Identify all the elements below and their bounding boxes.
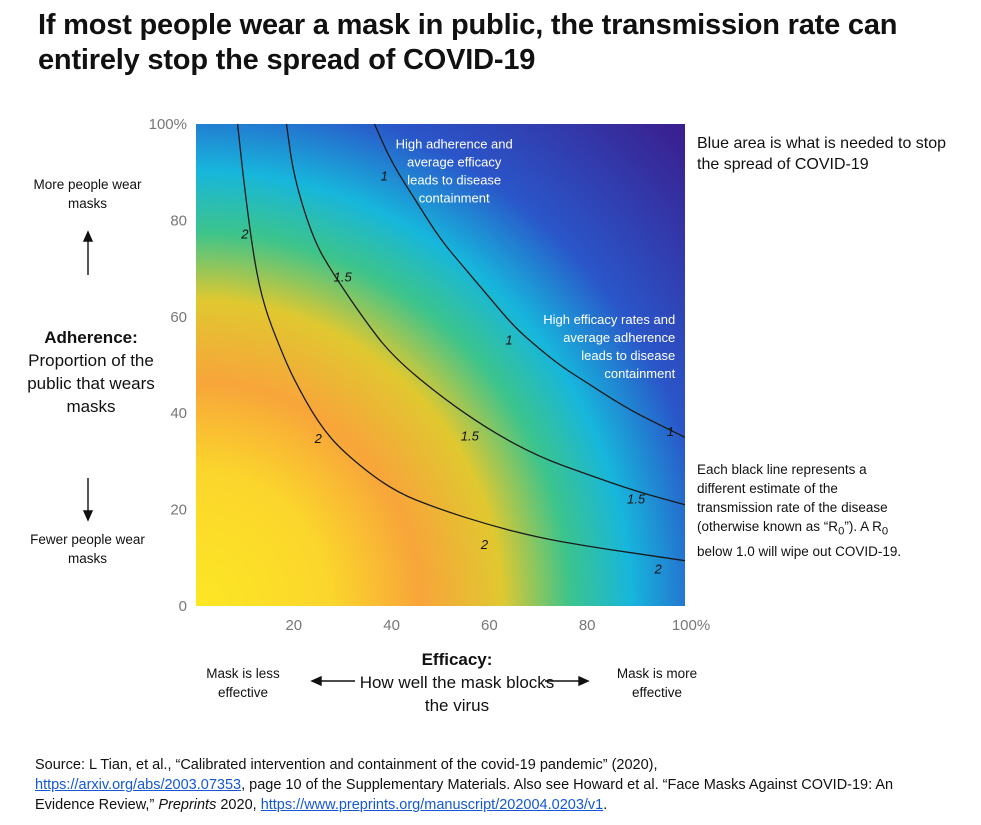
source-text-4: . [603,797,608,813]
source-citation: Source: L Tian, et al., “Calibrated inte… [35,755,955,815]
y-tick-label: 60 [170,309,187,326]
y-down-arrow-icon [82,478,94,522]
note-text-b: ”). A R [844,519,882,534]
y-tick-label: 0 [179,598,187,615]
arxiv-link[interactable]: https://arxiv.org/abs/2003.07353 [35,777,242,793]
y-axis-title: Adherence: [44,328,138,347]
source-text-3: 2020, [216,797,261,813]
source-text-2: , page 10 of the Supplementary Materials… [35,777,894,813]
x-right-arrow-icon [545,675,590,687]
x-left-arrow-icon [310,675,355,687]
contour-line-0 [236,123,686,562]
y-top-note: More people wear masks [33,177,142,211]
contour-label-2-2: 1 [667,424,674,439]
x-tick-label: 100% [672,617,710,634]
contour-label-2-1: 1 [505,332,512,347]
y-tick-label: 100% [149,116,187,133]
y-tick-label: 80 [170,212,187,229]
y-up-arrow-icon [82,230,94,275]
heatmap-field [196,124,685,606]
contour-label-0-1: 2 [314,431,323,446]
contour-line-2 [373,123,686,438]
x-axis-subtitle: How well the mask blocks the virus [359,673,555,715]
contour-line-1 [285,123,686,506]
y-axis-subtitle: Proportion of the public that wears mask… [27,351,155,416]
contour-label-0-2: 2 [480,537,489,552]
x-axis-label: Efficacy: How well the mask blocks the v… [357,648,557,717]
journal-name: Preprints [158,797,217,813]
source-text-1: Source: L Tian, et al., “Calibrated inte… [35,757,658,773]
y-axis-label: Adherence: Proportion of the public that… [10,326,172,418]
y-tick-label: 20 [170,502,187,519]
contour-label-1-1: 1.5 [461,429,480,444]
note-text-c: below 1.0 will wipe out COVID-19. [697,543,902,559]
x-right-note: Mask is more effective [616,666,698,700]
y-tick-label: 40 [170,405,187,422]
note-sub-a: 0 [838,525,845,538]
y-bottom-note: Fewer people wear masks [30,532,145,566]
note-sub-b: 0 [881,525,889,538]
contour-label-1-2: 1.5 [627,491,646,506]
contour-lines-note: Each black line represents a different e… [697,460,907,561]
x-tick-label: 40 [383,617,400,634]
contour-label-0-3: 2 [653,561,662,576]
contour-label-1-0: 1.5 [334,270,353,285]
contour-label-2-0: 1 [381,168,388,183]
contour-label-0-0: 2 [240,226,249,241]
x-axis-title: Efficacy: [421,650,493,669]
x-left-note: Mask is less effective [206,666,280,700]
x-tick-label: 80 [579,617,596,634]
blue-area-note: Blue area is what is needed to stop the … [697,135,947,173]
chart-title: If most people wear a mask in public, th… [38,9,898,77]
x-tick-label: 60 [481,617,498,634]
preprints-link[interactable]: https://www.preprints.org/manuscript/202… [260,797,604,813]
x-tick-label: 20 [285,617,302,634]
annotation-1: High efficacy rates and average adherence… [543,312,675,381]
annotation-0: High adherence and average efficacy leads … [396,137,513,206]
note-text-a: Each black line represents a different e… [697,462,888,534]
